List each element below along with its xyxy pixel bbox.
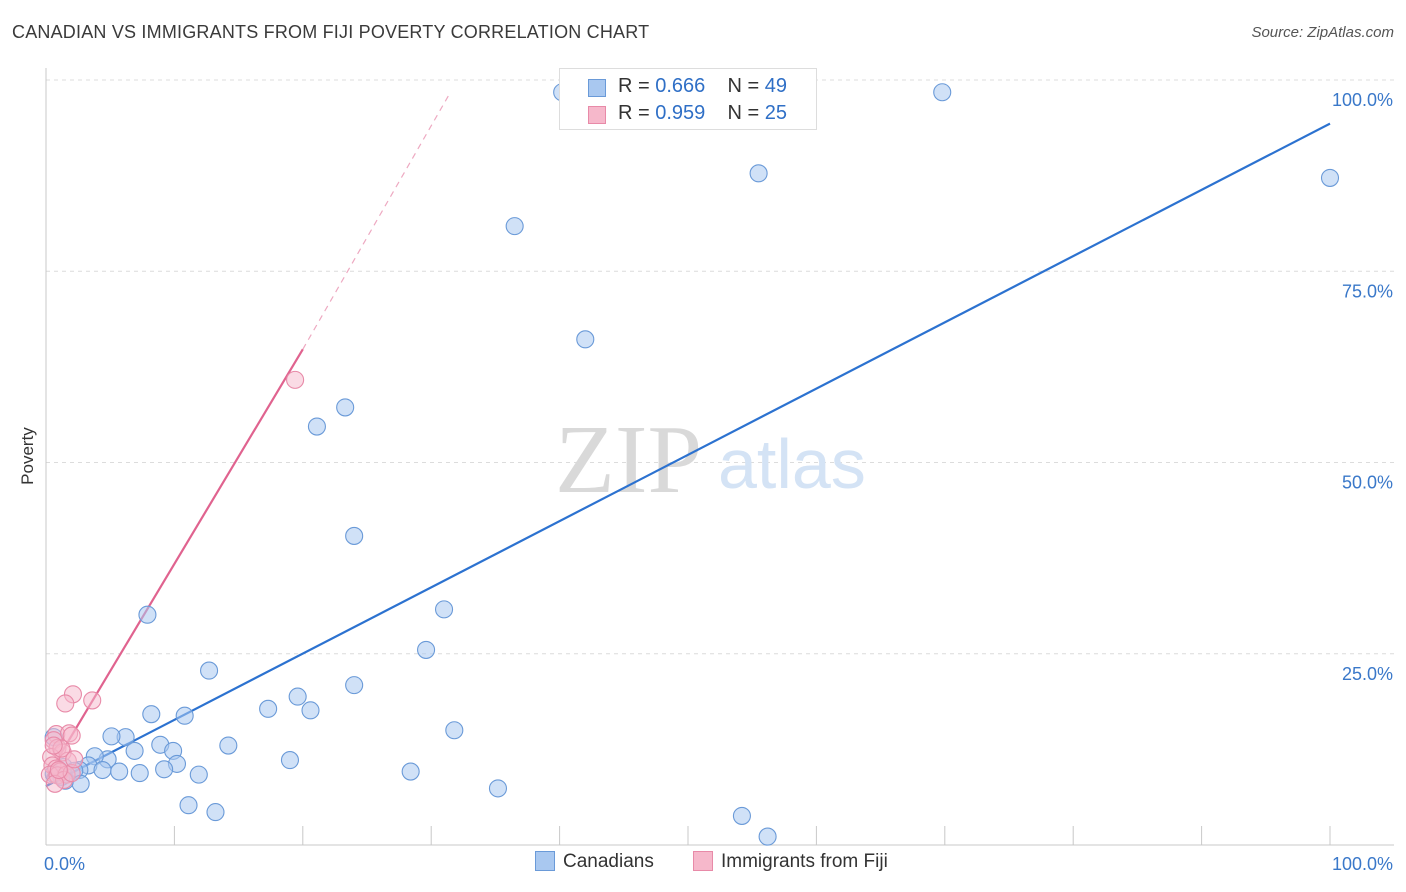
y-tick-label: 100.0% bbox=[1332, 90, 1393, 110]
canadians-point bbox=[102, 727, 121, 746]
legend-item-canadians[interactable]: Canadians bbox=[535, 851, 654, 877]
canadians-point bbox=[179, 796, 198, 815]
canadians-point bbox=[155, 760, 174, 779]
canadians-trend-line bbox=[45, 122, 1331, 788]
fiji-point bbox=[49, 760, 68, 780]
canadians-point bbox=[336, 398, 355, 417]
canadians-point bbox=[93, 760, 112, 780]
fiji-legend-label: Immigrants from Fiji bbox=[721, 851, 888, 872]
canadians-swatch bbox=[588, 79, 606, 97]
canadians-point bbox=[434, 600, 454, 619]
canadians-point bbox=[345, 676, 364, 695]
fiji-legend-swatch bbox=[693, 851, 713, 871]
watermark-atlas: atlas bbox=[718, 425, 866, 503]
r-value: 0.959 bbox=[655, 102, 706, 124]
canadians-point bbox=[125, 741, 144, 760]
source-label: Source: ZipAtlas.com bbox=[1251, 24, 1394, 41]
legend-item-fiji[interactable]: Immigrants from Fiji bbox=[693, 851, 888, 877]
canadians-point bbox=[732, 806, 751, 825]
canadians-point bbox=[206, 803, 225, 822]
fiji-trend-extension bbox=[302, 91, 451, 350]
points-layer bbox=[40, 83, 1340, 846]
fiji-point bbox=[286, 370, 305, 389]
canadians-point bbox=[130, 764, 149, 783]
canadians-legend-label: Canadians bbox=[563, 851, 654, 872]
r-label: R = bbox=[618, 75, 650, 97]
fiji-swatch bbox=[588, 106, 606, 124]
canadians-point bbox=[576, 330, 595, 349]
y-tick-label: 50.0% bbox=[1342, 473, 1393, 493]
tick-label-layer: 25.0% 50.0% 75.0% 100.0% 0.0% 100.0% bbox=[44, 90, 1393, 874]
r-label: R = bbox=[618, 102, 650, 124]
n-label: N = bbox=[727, 102, 760, 124]
fiji-point bbox=[44, 736, 63, 755]
canadians-point bbox=[933, 83, 952, 102]
canadians-point bbox=[307, 417, 326, 436]
canadians-point bbox=[288, 687, 307, 706]
canadians-point bbox=[505, 217, 524, 236]
canadians-point bbox=[189, 765, 208, 784]
y-tick-label: 25.0% bbox=[1342, 664, 1393, 684]
canadians-point bbox=[301, 701, 320, 720]
x-tick-label: 0.0% bbox=[44, 854, 85, 874]
stats-legend: R = 0.666 N = 49 R = 0.959 N = 25 bbox=[559, 68, 817, 130]
canadians-point bbox=[758, 827, 777, 846]
y-tick-label: 75.0% bbox=[1342, 281, 1393, 301]
axis-layer bbox=[45, 68, 1394, 846]
grid-layer bbox=[46, 79, 1394, 655]
canadians-point bbox=[259, 699, 278, 718]
canadians-point bbox=[219, 736, 238, 755]
n-value: 25 bbox=[764, 102, 788, 124]
canadians-point bbox=[345, 526, 364, 545]
x-tick-label: 100.0% bbox=[1332, 854, 1393, 874]
canadians-point bbox=[401, 762, 420, 781]
fiji-point bbox=[83, 691, 102, 710]
chart-title: CANADIAN VS IMMIGRANTS FROM FIJI POVERTY… bbox=[12, 22, 650, 42]
canadians-point bbox=[749, 164, 768, 183]
fiji-point bbox=[56, 694, 75, 713]
n-value: 49 bbox=[764, 75, 788, 97]
canadians-legend-swatch bbox=[535, 851, 555, 871]
canadians-point bbox=[175, 706, 194, 725]
canadians-point bbox=[417, 640, 436, 659]
canadians-point bbox=[110, 762, 129, 781]
canadians-point bbox=[280, 751, 300, 770]
canadians-point bbox=[200, 661, 219, 680]
canadians-point bbox=[138, 605, 157, 624]
y-axis-label: Poverty bbox=[18, 427, 37, 485]
n-label: N = bbox=[727, 75, 760, 97]
canadians-point bbox=[142, 705, 161, 724]
canadians-point bbox=[445, 721, 464, 740]
canadians-point bbox=[1320, 168, 1340, 187]
canadians-point bbox=[488, 779, 508, 798]
fiji-point bbox=[62, 726, 81, 745]
fiji-point bbox=[65, 750, 84, 769]
r-value: 0.666 bbox=[655, 75, 706, 97]
